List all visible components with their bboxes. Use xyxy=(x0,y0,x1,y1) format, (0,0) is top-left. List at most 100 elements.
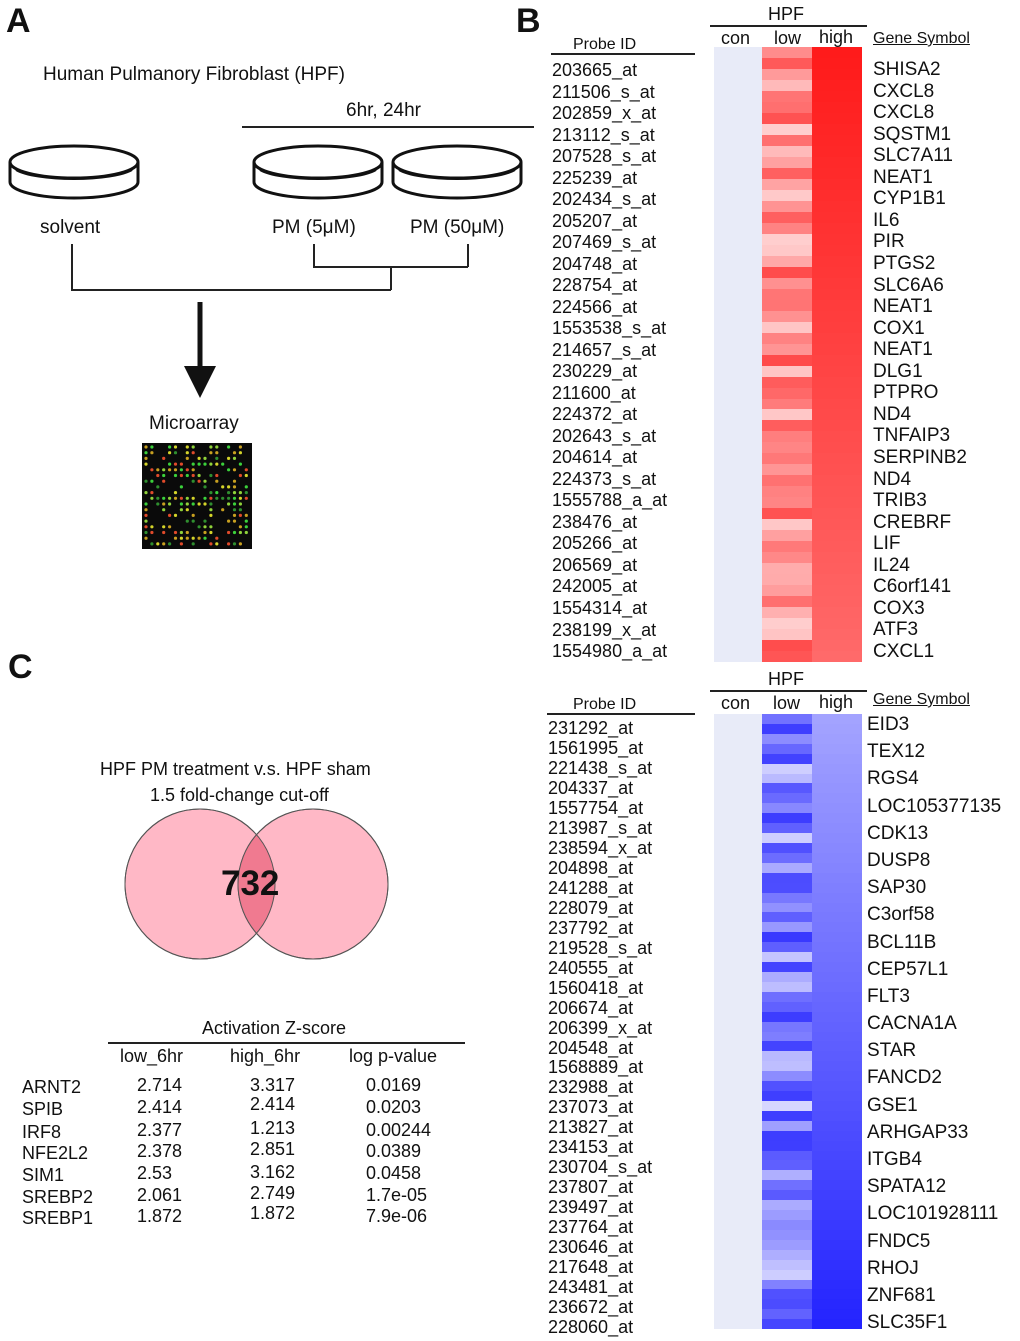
heatmap-cell xyxy=(812,68,862,80)
heatmap-cell xyxy=(812,803,862,814)
col-high-down: high xyxy=(819,692,854,712)
heatmap-cell xyxy=(714,365,762,377)
heatmap-cell xyxy=(812,508,862,520)
heatmap-cell xyxy=(714,922,762,933)
probe-id: 213827_at xyxy=(548,1117,634,1138)
ztable-row-name: SREBP2 xyxy=(22,1187,94,1207)
heatmap-cell xyxy=(812,354,862,366)
ztable-low-value: 2.53 xyxy=(137,1163,173,1183)
heatmap-cell xyxy=(714,255,762,267)
heatmap-cell xyxy=(762,842,812,853)
heatmap-cell xyxy=(812,783,862,794)
heatmap-cell xyxy=(762,112,812,124)
gene-symbol: SAP30 xyxy=(867,877,927,899)
heatmap-cell xyxy=(812,288,862,300)
heatmap-cell xyxy=(812,442,862,454)
heatmap-cell xyxy=(762,574,812,586)
gene-symbol: CACNA1A xyxy=(867,1013,957,1034)
heatmap-cell xyxy=(762,1220,812,1230)
heatmap-cell xyxy=(714,783,762,794)
hpf-line-down xyxy=(710,690,867,692)
heatmap-cell xyxy=(812,892,862,903)
heatmap-cell xyxy=(812,541,862,553)
heatmap-cell xyxy=(762,299,812,311)
heatmap-cell xyxy=(812,1130,862,1141)
heatmap-cell xyxy=(812,47,862,58)
probe-header-line-down xyxy=(547,713,695,715)
heatmap-cell xyxy=(812,922,862,933)
down-arrow-icon xyxy=(184,302,216,398)
probe-id: 1561995_at xyxy=(548,738,644,758)
heatmap-cell xyxy=(762,1289,812,1300)
ztable-high-value: 2.851 xyxy=(250,1139,296,1159)
heatmap-cell xyxy=(714,497,762,509)
heatmap-cell xyxy=(812,833,862,843)
heatmap-cell xyxy=(714,1289,762,1300)
probe-id: 237807_at xyxy=(548,1177,634,1198)
heatmap-cell xyxy=(762,723,812,734)
heatmap-cell xyxy=(762,1269,812,1280)
heatmap-cell xyxy=(812,882,862,893)
heatmap-cell xyxy=(812,1120,862,1131)
ztable-high-value: 3.317 xyxy=(250,1075,296,1095)
heatmap-cell xyxy=(714,1279,762,1290)
heatmap-cell xyxy=(714,1001,762,1012)
heatmap-cell xyxy=(714,376,762,388)
heatmap-cell xyxy=(812,101,862,113)
ztable-row-name: IRF8 xyxy=(22,1122,62,1142)
heatmap-cell xyxy=(714,833,762,843)
heatmap-cell xyxy=(714,112,762,124)
heatmap-cell xyxy=(762,486,812,498)
ztable-title: Activation Z-score xyxy=(202,1018,347,1038)
gene-symbol: SLC35F1 xyxy=(867,1312,948,1333)
heatmap-cell xyxy=(714,431,762,443)
heatmap-cell xyxy=(812,1011,862,1022)
ztable-header: log p-value xyxy=(349,1046,438,1066)
heatmap-cell xyxy=(714,733,762,744)
probe-id: 206569_at xyxy=(552,554,638,575)
heatmap-cell xyxy=(812,1249,862,1260)
probe-header-line-up xyxy=(551,53,695,55)
gene-symbol: SLC7A11 xyxy=(873,145,953,167)
heatmap-cell xyxy=(812,222,862,234)
heatmap-cell xyxy=(812,57,862,69)
probe-id: 202434_s_at xyxy=(552,189,657,210)
probe-id: 243481_at xyxy=(548,1277,634,1298)
probe-id: 214657_s_at xyxy=(552,339,657,360)
heatmap-cell xyxy=(714,1061,762,1072)
heatmap-cell xyxy=(714,321,762,333)
heatmap-cell xyxy=(762,942,812,953)
probe-id: 237764_at xyxy=(548,1217,634,1238)
heatmap-cell xyxy=(714,486,762,498)
panel-letter-b: B xyxy=(516,2,541,40)
ztable-p-value: 0.00244 xyxy=(366,1120,432,1140)
heatmap-cell xyxy=(762,714,812,724)
heatmap-column xyxy=(812,47,862,663)
heatmap-cell xyxy=(762,981,812,992)
heatmap-cell xyxy=(762,288,812,300)
heatmap-cell xyxy=(762,464,812,476)
heatmap-cell xyxy=(812,310,862,322)
gene-symbol: LIF xyxy=(873,533,901,555)
heatmap-cell xyxy=(812,475,862,487)
bracket-line xyxy=(390,266,392,290)
heatmap-cell xyxy=(762,1299,812,1310)
ztable-header: high_6hr xyxy=(230,1046,301,1066)
heatmap-cell xyxy=(812,971,862,982)
heatmap-cell xyxy=(812,1170,862,1181)
heatmap-cell xyxy=(762,47,812,58)
heatmap-cell xyxy=(762,763,812,774)
heatmap-cell xyxy=(762,1011,812,1022)
heatmap-cell xyxy=(812,266,862,278)
heatmap-cell xyxy=(762,453,812,465)
ztable-p-value: 1.7e-05 xyxy=(366,1185,428,1205)
heatmap-cell xyxy=(762,1051,812,1062)
heatmap-cell xyxy=(762,101,812,113)
heatmap-cell xyxy=(714,1200,762,1211)
heatmap-cell xyxy=(762,189,812,201)
heatmap-cell xyxy=(812,1001,862,1012)
ztable-row-name: SIM1 xyxy=(22,1165,65,1185)
heatmap-cell xyxy=(714,1120,762,1131)
heatmap-cell xyxy=(762,266,812,278)
heatmap-cell xyxy=(762,1071,812,1082)
